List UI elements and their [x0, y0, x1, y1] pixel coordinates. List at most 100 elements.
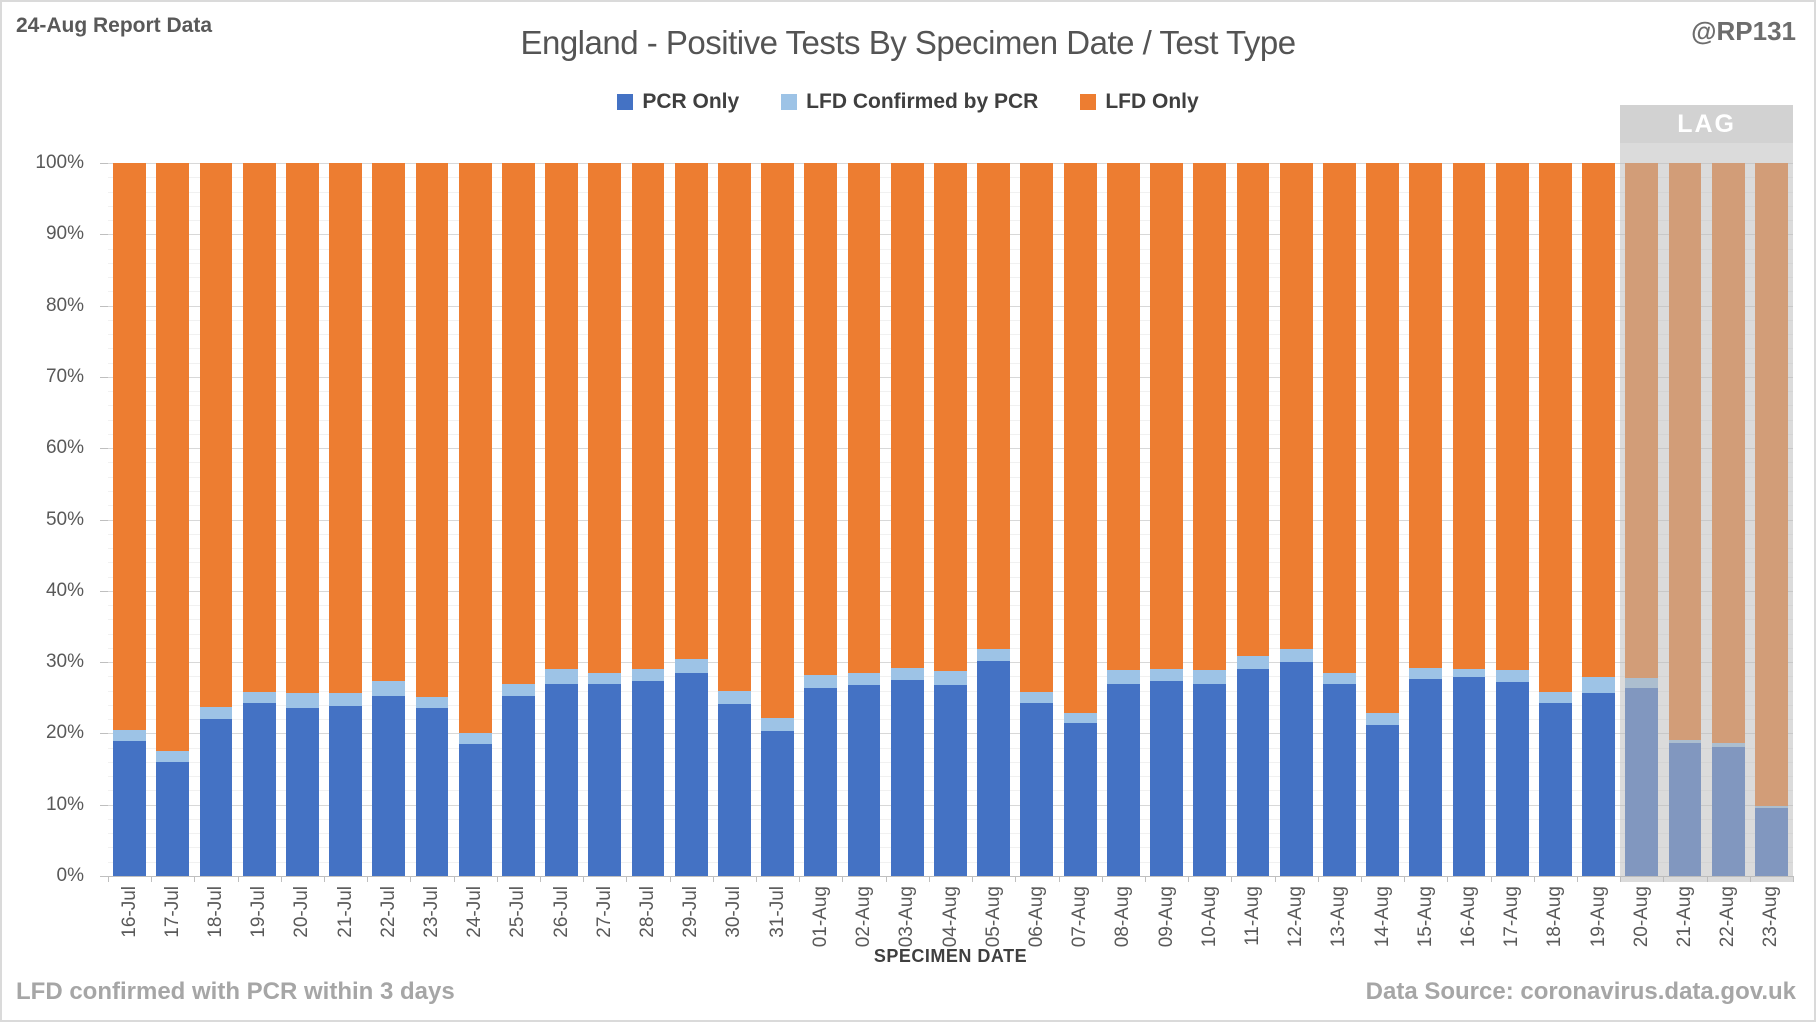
bar-slot-12-Aug: [1275, 163, 1318, 876]
x-axis-label: 15-Aug: [1414, 886, 1436, 948]
x-axis-tick: [885, 876, 887, 882]
bar-slot-15-Aug: [1404, 163, 1447, 876]
legend: PCR Only LFD Confirmed by PCR LFD Only: [2, 90, 1814, 114]
bar-segment-pcr-only: [1106, 684, 1140, 876]
stacked-bar-19-Jul: [242, 163, 276, 876]
x-axis-label: 23-Jul: [421, 886, 443, 938]
y-axis-tick: [100, 448, 108, 450]
bar-slot-08-Aug: [1102, 163, 1145, 876]
x-axis-tick: [669, 876, 671, 882]
bar-segment-lfd-only: [545, 163, 579, 669]
chart-title: England - Positive Tests By Specimen Dat…: [520, 24, 1296, 61]
x-axis-label: 17-Aug: [1501, 886, 1523, 948]
bar-segment-lfd-only: [1279, 163, 1313, 650]
x-axis-label: 24-Jul: [464, 886, 486, 938]
bar-slot-31-Jul: [756, 163, 799, 876]
bar-segment-lfd-only: [1409, 163, 1443, 668]
bar-segment-pcr-only: [674, 672, 708, 876]
x-axis-label: 21-Jul: [334, 886, 356, 938]
bar-segment-lfd-only: [674, 163, 708, 659]
x-axis-label: 01-Aug: [809, 886, 831, 948]
x-axis-tick: [712, 876, 714, 882]
stacked-bar-21-Jul: [329, 163, 363, 876]
y-axis-tick: [100, 590, 108, 592]
bar-slot-10-Aug: [1188, 163, 1231, 876]
x-axis-tick: [1144, 876, 1146, 882]
x-axis-label: 21-Aug: [1673, 886, 1695, 948]
x-axis-label: 14-Aug: [1371, 886, 1393, 948]
bar-slot-07-Aug: [1059, 163, 1102, 876]
stacked-bar-31-Jul: [761, 163, 795, 876]
bar-segment-lfd-confirmed-by-pcr: [415, 697, 449, 708]
x-axis-tick: [367, 876, 369, 882]
x-axis-label: 12-Aug: [1285, 886, 1307, 948]
bar-segment-lfd-only: [415, 163, 449, 698]
bar-slot-26-Jul: [540, 163, 583, 876]
bar-slot-18-Aug: [1534, 163, 1577, 876]
bar-segment-pcr-only: [1409, 679, 1443, 876]
data-source-label: Data Source: coronavirus.data.gov.uk: [1365, 978, 1796, 1005]
y-axis-label: 90%: [45, 223, 84, 245]
bar-segment-lfd-only: [502, 163, 535, 684]
x-axis-label: 03-Aug: [896, 886, 918, 948]
x-axis-tick: [540, 876, 542, 882]
y-axis-label: 50%: [45, 508, 84, 530]
bar-segment-lfd-only: [631, 163, 665, 670]
x-axis-label: 05-Aug: [982, 886, 1004, 948]
x-axis-label: 29-Jul: [680, 886, 702, 938]
x-axis-label: 08-Aug: [1112, 886, 1134, 948]
legend-item-pcr-only: PCR Only: [617, 90, 739, 114]
bar-slot-28-Jul: [626, 163, 669, 876]
bar-segment-lfd-confirmed-by-pcr: [1106, 669, 1140, 685]
x-axis-label: 18-Aug: [1544, 886, 1566, 948]
bar-segment-pcr-only: [804, 687, 838, 876]
x-axis-tick: [1490, 876, 1492, 882]
x-axis-label: 17-Jul: [161, 886, 183, 938]
stacked-bar-02-Aug: [847, 163, 881, 876]
stacked-bar-04-Aug: [934, 163, 967, 876]
x-axis-label: 22-Aug: [1717, 886, 1739, 948]
x-axis-tick: [1533, 876, 1535, 882]
bar-segment-pcr-only: [1538, 702, 1572, 876]
x-axis-label: 16-Jul: [118, 886, 140, 938]
x-axis-tick: [1404, 876, 1406, 882]
lfd-confirmed-swatch-icon: [781, 94, 798, 110]
bar-segment-pcr-only: [199, 719, 233, 876]
bar-slot-25-Jul: [497, 163, 540, 876]
bar-segment-pcr-only: [113, 740, 146, 876]
x-axis-tick: [410, 876, 412, 882]
bar-slot-01-Aug: [799, 163, 842, 876]
x-axis-tick: [151, 876, 153, 882]
y-axis-label: 100%: [35, 152, 84, 173]
stacked-bar-07-Aug: [1063, 163, 1097, 876]
bar-segment-lfd-confirmed-by-pcr: [847, 672, 881, 685]
bar-segment-pcr-only: [329, 705, 363, 876]
bar-segment-lfd-confirmed-by-pcr: [1495, 669, 1529, 683]
stacked-bar-10-Aug: [1193, 163, 1227, 876]
lag-label: LAG: [1677, 109, 1736, 138]
stacked-bar-09-Aug: [1150, 163, 1183, 876]
stacked-bar-30-Jul: [718, 163, 751, 876]
legend-label: LFD Only: [1105, 90, 1199, 113]
bar-segment-lfd-only: [199, 163, 233, 708]
y-axis-tick: [100, 376, 108, 378]
x-axis-tick: [280, 876, 282, 882]
stacked-bar-26-Jul: [545, 163, 579, 876]
bar-segment-pcr-only: [934, 684, 967, 876]
x-axis-label: 02-Aug: [853, 886, 875, 948]
bar-segment-lfd-confirmed-by-pcr: [1366, 713, 1399, 725]
bar-segment-lfd-confirmed-by-pcr: [1452, 668, 1486, 678]
x-axis-line: [108, 876, 1793, 877]
bar-segment-lfd-only: [1106, 163, 1140, 670]
bar-segment-pcr-only: [847, 684, 881, 876]
stacked-bar-17-Aug: [1495, 163, 1529, 876]
x-axis-tick: [799, 876, 801, 882]
x-axis-label: 20-Jul: [291, 886, 313, 938]
x-axis-tick: [1188, 876, 1190, 882]
bar-slot-05-Aug: [972, 163, 1015, 876]
x-axis-tick: [1231, 876, 1233, 882]
y-axis-tick: [100, 163, 108, 164]
bar-segment-lfd-only: [890, 163, 924, 668]
y-axis-label: 20%: [45, 722, 84, 744]
bar-segment-lfd-only: [458, 163, 492, 733]
